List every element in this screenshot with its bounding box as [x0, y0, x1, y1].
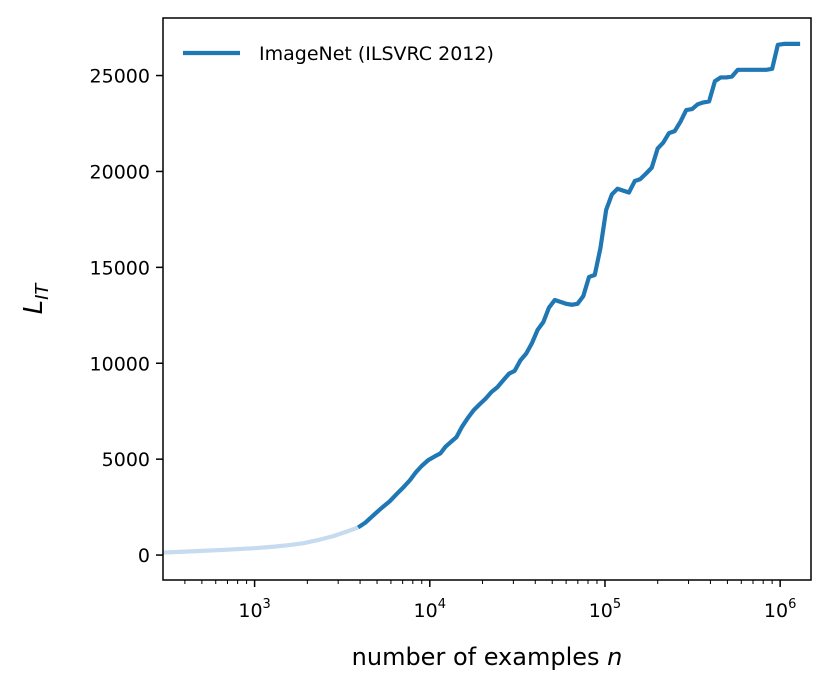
- x-tick-label-exponent: 3: [263, 597, 271, 612]
- y-tick-label: 10000: [90, 353, 150, 375]
- x-tick-label-base: 10: [238, 600, 262, 622]
- y-tick-label: 20000: [90, 161, 150, 183]
- legend: ImageNet (ILSVRC 2012): [183, 43, 494, 65]
- series-line-faded: [163, 525, 359, 555]
- y-axis-label: LIT: [19, 282, 53, 315]
- y-tick-label: 0: [138, 545, 150, 567]
- axis-labels: number of examples n LIT: [19, 282, 622, 671]
- legend-entry-label: ImageNet (ILSVRC 2012): [259, 43, 494, 65]
- x-tick-label: 106: [764, 597, 796, 622]
- y-axis-label-main: L: [19, 300, 49, 315]
- x-tick-label-exponent: 5: [613, 597, 621, 612]
- y-axis-label-sub: IT: [32, 282, 53, 300]
- x-tick-label-exponent: 6: [788, 597, 796, 612]
- y-tick-label: 25000: [90, 66, 150, 88]
- x-tick-label-exponent: 4: [438, 597, 446, 612]
- y-tick-label: 15000: [90, 257, 150, 279]
- x-tick-label: 104: [414, 597, 446, 622]
- x-axis-label: number of examples n: [352, 643, 623, 671]
- series-line-imagenet: [356, 41, 801, 530]
- x-tick-label-base: 10: [589, 600, 613, 622]
- axes-frame: [162, 17, 812, 581]
- x-tick-label-base: 10: [414, 600, 438, 622]
- x-tick-label: 103: [238, 597, 270, 622]
- y-tick-label: 5000: [102, 449, 150, 471]
- x-axis-label-text: number of examples: [352, 643, 608, 671]
- plot-area: [162, 17, 812, 581]
- x-tick-label: 105: [589, 597, 621, 622]
- x-tick-label-base: 10: [764, 600, 788, 622]
- series-group: [163, 41, 801, 555]
- x-axis-label-var: n: [607, 643, 622, 671]
